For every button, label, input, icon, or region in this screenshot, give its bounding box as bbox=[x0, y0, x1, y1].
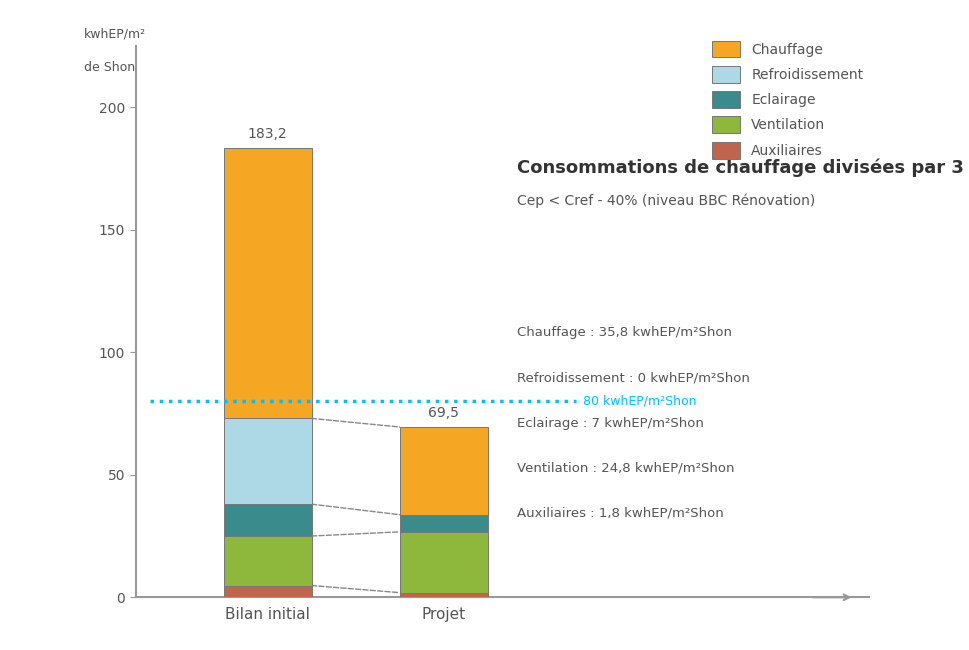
Text: Ventilation : 24,8 kwhEP/m²Shon: Ventilation : 24,8 kwhEP/m²Shon bbox=[516, 462, 734, 474]
Bar bbox=[223, 504, 311, 536]
Text: de Shon: de Shon bbox=[84, 60, 135, 73]
Legend: Chauffage, Refroidissement, Eclairage, Ventilation, Auxiliaires: Chauffage, Refroidissement, Eclairage, V… bbox=[706, 35, 868, 164]
Text: 69,5: 69,5 bbox=[427, 406, 458, 420]
Text: Refroidissement : 0 kwhEP/m²Shon: Refroidissement : 0 kwhEP/m²Shon bbox=[516, 371, 749, 384]
Text: Eclairage : 7 kwhEP/m²Shon: Eclairage : 7 kwhEP/m²Shon bbox=[516, 417, 703, 430]
Text: Cep < Cref - 40% (niveau BBC Rénovation): Cep < Cref - 40% (niveau BBC Rénovation) bbox=[516, 193, 814, 207]
Bar bbox=[223, 419, 311, 504]
Text: 183,2: 183,2 bbox=[247, 127, 287, 141]
Text: 80 kwhEP/m²Shon: 80 kwhEP/m²Shon bbox=[582, 395, 696, 408]
Text: kwhEP/m²: kwhEP/m² bbox=[84, 27, 146, 40]
Bar bbox=[399, 532, 487, 593]
Text: Chauffage : 35,8 kwhEP/m²Shon: Chauffage : 35,8 kwhEP/m²Shon bbox=[516, 326, 732, 339]
Bar bbox=[223, 148, 311, 419]
Bar bbox=[399, 593, 487, 597]
Text: Consommations de chauffage divisées par 3: Consommations de chauffage divisées par … bbox=[516, 158, 963, 177]
Text: Auxiliaires : 1,8 kwhEP/m²Shon: Auxiliaires : 1,8 kwhEP/m²Shon bbox=[516, 507, 723, 520]
Bar bbox=[399, 515, 487, 532]
Bar bbox=[399, 427, 487, 515]
Bar bbox=[223, 536, 311, 586]
Bar bbox=[223, 586, 311, 597]
